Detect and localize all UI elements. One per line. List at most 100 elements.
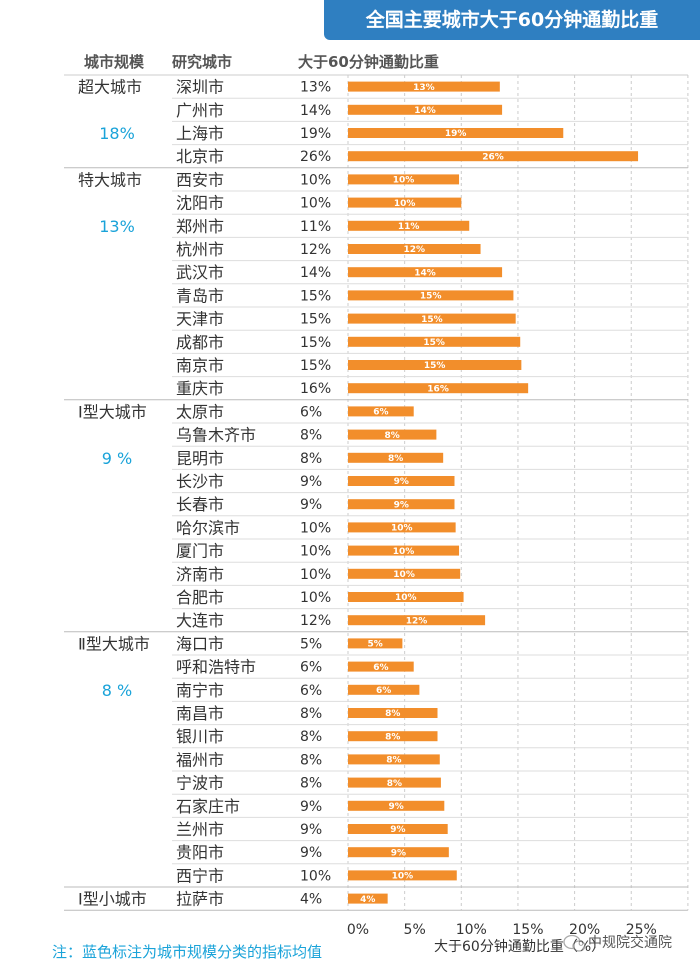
value-text: 9% <box>300 474 322 490</box>
bar <box>348 684 420 695</box>
bar <box>348 220 470 231</box>
group-mean-value: 18% <box>99 124 135 143</box>
value-text: 10% <box>300 196 331 212</box>
value-text: 10% <box>300 590 331 606</box>
value-text: 15% <box>300 288 331 304</box>
x-tick-label: 0% <box>347 922 369 938</box>
city-label: 杭州市 <box>176 240 224 259</box>
bar-data-label: 8% <box>385 709 400 719</box>
bar-data-label: 9% <box>394 500 409 510</box>
bar-data-label: 26% <box>482 152 504 162</box>
bar-data-label: 10% <box>394 199 416 209</box>
city-label: 西安市 <box>176 170 224 189</box>
value-text: 8% <box>300 428 322 444</box>
value-text: 4% <box>300 892 322 908</box>
bar <box>348 336 521 347</box>
bar <box>348 151 639 162</box>
city-label: 长春市 <box>176 495 224 514</box>
bar <box>348 290 514 301</box>
bar <box>348 313 516 324</box>
bar <box>348 452 444 463</box>
x-tick-label: 25% <box>626 922 657 938</box>
city-label: 宁波市 <box>176 774 224 793</box>
bar-data-label: 15% <box>421 315 443 325</box>
x-tick-label: 5% <box>404 922 426 938</box>
bar <box>348 197 462 208</box>
group-label: Ⅰ型大城市 <box>78 402 147 421</box>
bar <box>348 661 414 672</box>
city-label: 天津市 <box>176 310 224 329</box>
bar-data-label: 4% <box>360 895 375 905</box>
group-mean-value: 13% <box>99 217 135 236</box>
bar-data-label: 10% <box>392 872 414 882</box>
city-label: 福州市 <box>176 750 224 769</box>
bar-data-label: 15% <box>423 338 445 348</box>
group-label: 特大城市 <box>78 170 142 189</box>
value-text: 15% <box>300 358 331 374</box>
bar-data-label: 9% <box>389 802 404 812</box>
group-mean-value: 9 % <box>102 449 132 468</box>
footnote: 注：蓝色标注为城市规模分类的指标均值 <box>52 943 322 961</box>
bar-data-label: 6% <box>376 686 391 696</box>
value-text: 9% <box>300 799 322 815</box>
bar-data-label: 12% <box>404 245 426 255</box>
city-label: 拉萨市 <box>176 890 224 909</box>
value-text: 10% <box>300 567 331 583</box>
column-header: 研究城市 <box>172 53 232 71</box>
bar <box>348 104 503 115</box>
city-label: 西宁市 <box>176 866 224 885</box>
value-text: 8% <box>300 729 322 745</box>
bar-data-label: 12% <box>406 616 428 626</box>
bar <box>348 244 481 254</box>
value-text: 12% <box>300 613 331 629</box>
bar-data-label: 11% <box>398 222 420 232</box>
value-text: 13% <box>300 80 331 96</box>
city-label: 厦门市 <box>176 542 224 561</box>
value-text: 10% <box>300 520 331 536</box>
value-text: 10% <box>300 868 331 884</box>
bar <box>348 731 438 742</box>
city-label: 北京市 <box>176 147 224 166</box>
value-text: 12% <box>300 242 331 258</box>
city-label: 成都市 <box>176 333 224 352</box>
bar <box>348 800 445 811</box>
bar <box>348 429 437 440</box>
bar-data-label: 6% <box>373 408 388 418</box>
bar-data-label: 14% <box>414 106 436 116</box>
bar <box>348 545 460 556</box>
bar-data-label: 15% <box>424 361 446 371</box>
bar-data-label: 10% <box>391 524 413 534</box>
city-label: 重庆市 <box>176 379 224 398</box>
city-label: 海口市 <box>176 634 224 653</box>
value-text: 9% <box>300 497 322 513</box>
city-label: 呼和浩特市 <box>176 658 256 677</box>
city-label: 大连市 <box>176 611 224 630</box>
value-text: 6% <box>300 404 322 420</box>
value-text: 5% <box>300 636 322 652</box>
city-label: 南昌市 <box>176 704 224 723</box>
wechat-icon <box>563 934 586 952</box>
value-text: 10% <box>300 172 331 188</box>
bar <box>348 476 455 486</box>
value-text: 14% <box>300 103 331 119</box>
city-label: 乌鲁木齐市 <box>176 426 256 445</box>
bar <box>348 128 564 138</box>
city-label: 沈阳市 <box>176 194 224 213</box>
city-label: 太原市 <box>176 402 224 421</box>
data-rows: 深圳市 13% 13% 广州市 14% 14% 上海市 19% 19% 北京市 26% 26% 超大城市… <box>78 78 639 909</box>
value-text: 11% <box>300 219 331 235</box>
bar <box>348 360 522 370</box>
x-tick-label: 10% <box>456 922 487 938</box>
bar <box>348 777 441 788</box>
city-label: 石家庄市 <box>176 797 240 816</box>
city-label: 长沙市 <box>176 472 224 491</box>
bar-data-label: 13% <box>413 83 435 93</box>
bar <box>348 174 460 185</box>
group-label: 超大城市 <box>78 78 142 97</box>
x-tick-label: 20% <box>569 922 600 938</box>
bar-data-label: 16% <box>427 384 449 394</box>
value-text: 15% <box>300 335 331 351</box>
watermark-text: 中规院交通院 <box>588 934 672 951</box>
value-text: 8% <box>300 752 322 768</box>
